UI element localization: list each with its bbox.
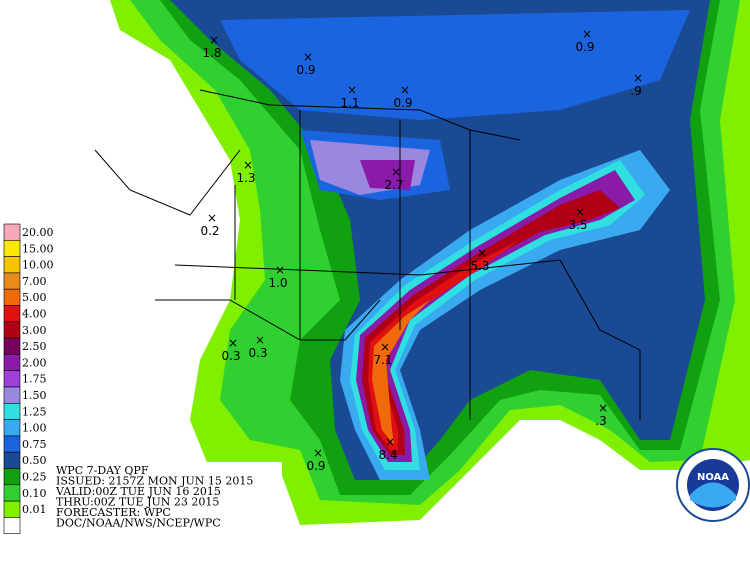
legend-swatch — [3, 240, 21, 257]
max-value: 1.1 — [340, 96, 359, 110]
max-marker: × — [391, 165, 401, 179]
max-marker: × — [209, 33, 219, 47]
max-marker: × — [243, 158, 253, 172]
info-line: FORECASTER: WPC — [56, 506, 171, 519]
max-value: 1.8 — [202, 46, 221, 60]
legend-swatch — [3, 484, 21, 502]
info-line: ISSUED: 2157Z MON JUN 15 2015 — [56, 475, 253, 488]
legend-label: 10.00 — [22, 259, 54, 272]
max-marker: × — [575, 205, 585, 219]
legend-swatch — [3, 305, 21, 323]
legend: 20.00 15.00 10.00 7.00 5.00 4.00 3.00 2.50 2.00 1… — [3, 223, 54, 535]
legend-swatch — [3, 337, 21, 355]
legend-label: 2.00 — [22, 356, 47, 369]
legend-label: 0.10 — [22, 487, 47, 500]
legend-swatch — [3, 288, 21, 306]
max-value: 0.2 — [200, 224, 219, 238]
legend-label: 5.00 — [22, 291, 47, 304]
legend-label: 20.00 — [22, 226, 54, 239]
legend-label: 1.50 — [22, 389, 47, 402]
info-box — [50, 462, 282, 532]
max-marker: × — [347, 83, 357, 97]
max-value: 1.0 — [268, 276, 287, 290]
legend-label: 0.50 — [22, 454, 47, 467]
legend-label: 4.00 — [22, 308, 47, 321]
max-marker: × — [477, 246, 487, 260]
legend-swatch — [3, 500, 21, 518]
logo-text: NOAA — [697, 472, 729, 483]
precip-field — [110, 0, 750, 525]
legend-swatch — [3, 435, 21, 453]
max-marker: × — [385, 435, 395, 449]
logo-wave — [690, 482, 736, 508]
max-value: 1.3 — [236, 171, 255, 185]
boundaries — [94, 89, 641, 420]
legend-swatch — [3, 402, 21, 420]
legend-label: 1.75 — [22, 373, 47, 386]
max-value: 0.3 — [248, 346, 267, 360]
legend-swatch — [3, 468, 21, 486]
legend-swatch — [3, 354, 21, 371]
max-value: 3.5 — [568, 218, 587, 232]
max-marker: × — [582, 27, 592, 41]
legend-swatch — [3, 256, 21, 274]
legend-label: 1.00 — [22, 422, 47, 435]
max-marker: × — [633, 71, 643, 85]
legend-swatch — [3, 451, 21, 469]
legend-label: 2.50 — [22, 340, 47, 353]
logo: NOAA — [676, 448, 750, 522]
legend-swatch — [3, 272, 21, 290]
max-marker: × — [313, 446, 323, 460]
info-line: THRU:00Z TUE JUN 23 2015 — [56, 496, 219, 509]
maxima: ×1.8 ×0.9×1.1×0.9×0.9×.9×1.3 ×2.7×0.2×3.5×… — [200, 27, 643, 473]
max-marker: × — [275, 263, 285, 277]
legend-label: 1.25 — [22, 405, 47, 418]
max-value: 0.9 — [575, 40, 594, 54]
max-value: 8.4 — [378, 448, 397, 462]
info-line: WPC 7-DAY QPF — [56, 464, 149, 477]
legend-swatch — [3, 321, 21, 339]
legend-swatch — [3, 419, 21, 437]
legend-label: 3.00 — [22, 324, 47, 337]
max-value: 5.3 — [470, 259, 489, 273]
legend-label: 0.75 — [22, 438, 47, 451]
max-value: .9 — [630, 84, 641, 98]
legend-swatch — [3, 223, 21, 241]
max-value: .3 — [595, 414, 606, 428]
max-marker: × — [207, 211, 217, 225]
legend-label: 0.01 — [22, 503, 47, 516]
max-marker: × — [303, 50, 313, 64]
max-marker: × — [228, 336, 238, 350]
legend-label: 15.00 — [22, 242, 54, 255]
max-value: 2.7 — [384, 178, 403, 192]
max-value: 0.9 — [306, 459, 325, 473]
max-value: 7.1 — [373, 353, 392, 367]
max-marker: × — [598, 401, 608, 415]
max-value: 0.9 — [296, 63, 315, 77]
legend-label: 0.25 — [22, 471, 47, 484]
legend-swatch — [3, 370, 21, 388]
legend-label: 7.00 — [22, 275, 47, 288]
max-marker: × — [380, 340, 390, 354]
max-marker: × — [400, 83, 410, 97]
info-line: VALID:00Z TUE JUN 16 2015 — [55, 485, 221, 498]
legend-swatch — [3, 517, 21, 535]
max-marker: × — [255, 333, 265, 347]
legend-swatch — [3, 386, 21, 404]
max-value: 0.9 — [393, 96, 412, 110]
max-value: 0.3 — [221, 349, 240, 363]
info-line: DOC/NOAA/NWS/NCEP/WPC — [56, 517, 221, 530]
